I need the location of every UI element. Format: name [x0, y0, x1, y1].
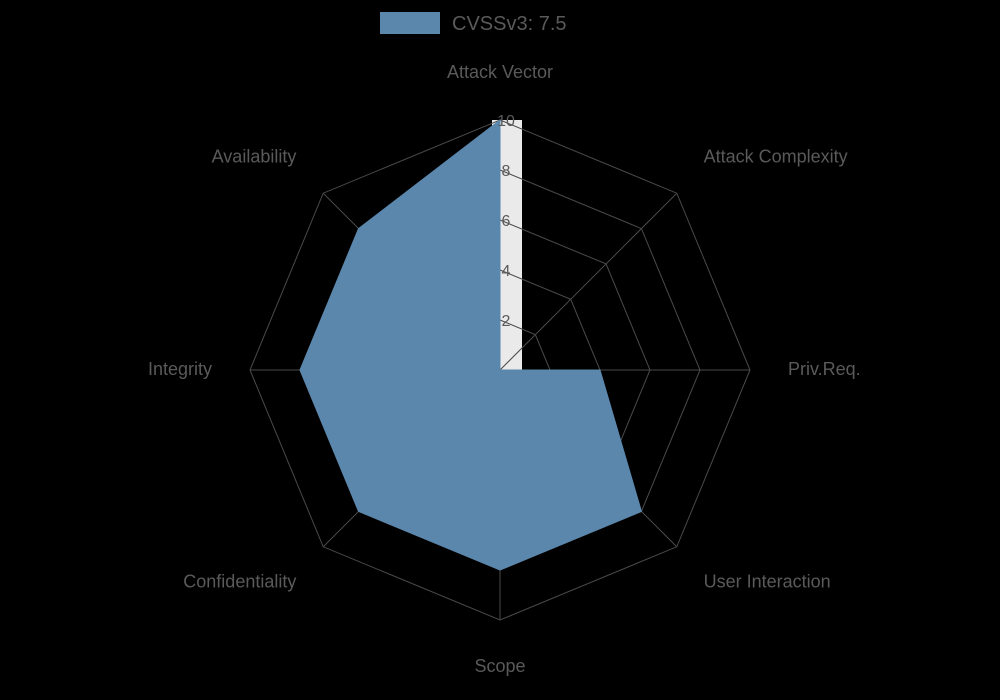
legend-swatch: [380, 12, 440, 34]
radar-chart: 2 4 6 8 10 Attack Vector Attack Complexity Priv…: [0, 0, 1000, 700]
axis-label: Priv.Req.: [788, 359, 861, 379]
axis-label: User Interaction: [704, 572, 831, 592]
grid-spoke: [500, 193, 677, 370]
series-polygon: [300, 120, 641, 570]
tick-label: 10: [497, 113, 515, 130]
axis-label: Integrity: [148, 359, 212, 379]
axis-label: Scope: [474, 656, 525, 676]
radar-chart-container: 2 4 6 8 10 Attack Vector Attack Complexity Priv…: [0, 0, 1000, 700]
tick-label: 8: [502, 163, 511, 180]
axis-label: Attack Vector: [447, 62, 553, 82]
axis-label: Attack Complexity: [704, 146, 848, 166]
axis-label: Availability: [212, 146, 297, 166]
tick-label: 6: [502, 213, 511, 230]
legend-label: CVSSv3: 7.5: [452, 13, 567, 35]
tick-label: 2: [502, 313, 511, 330]
axis-label: Confidentiality: [183, 572, 296, 592]
tick-label: 4: [502, 263, 511, 280]
